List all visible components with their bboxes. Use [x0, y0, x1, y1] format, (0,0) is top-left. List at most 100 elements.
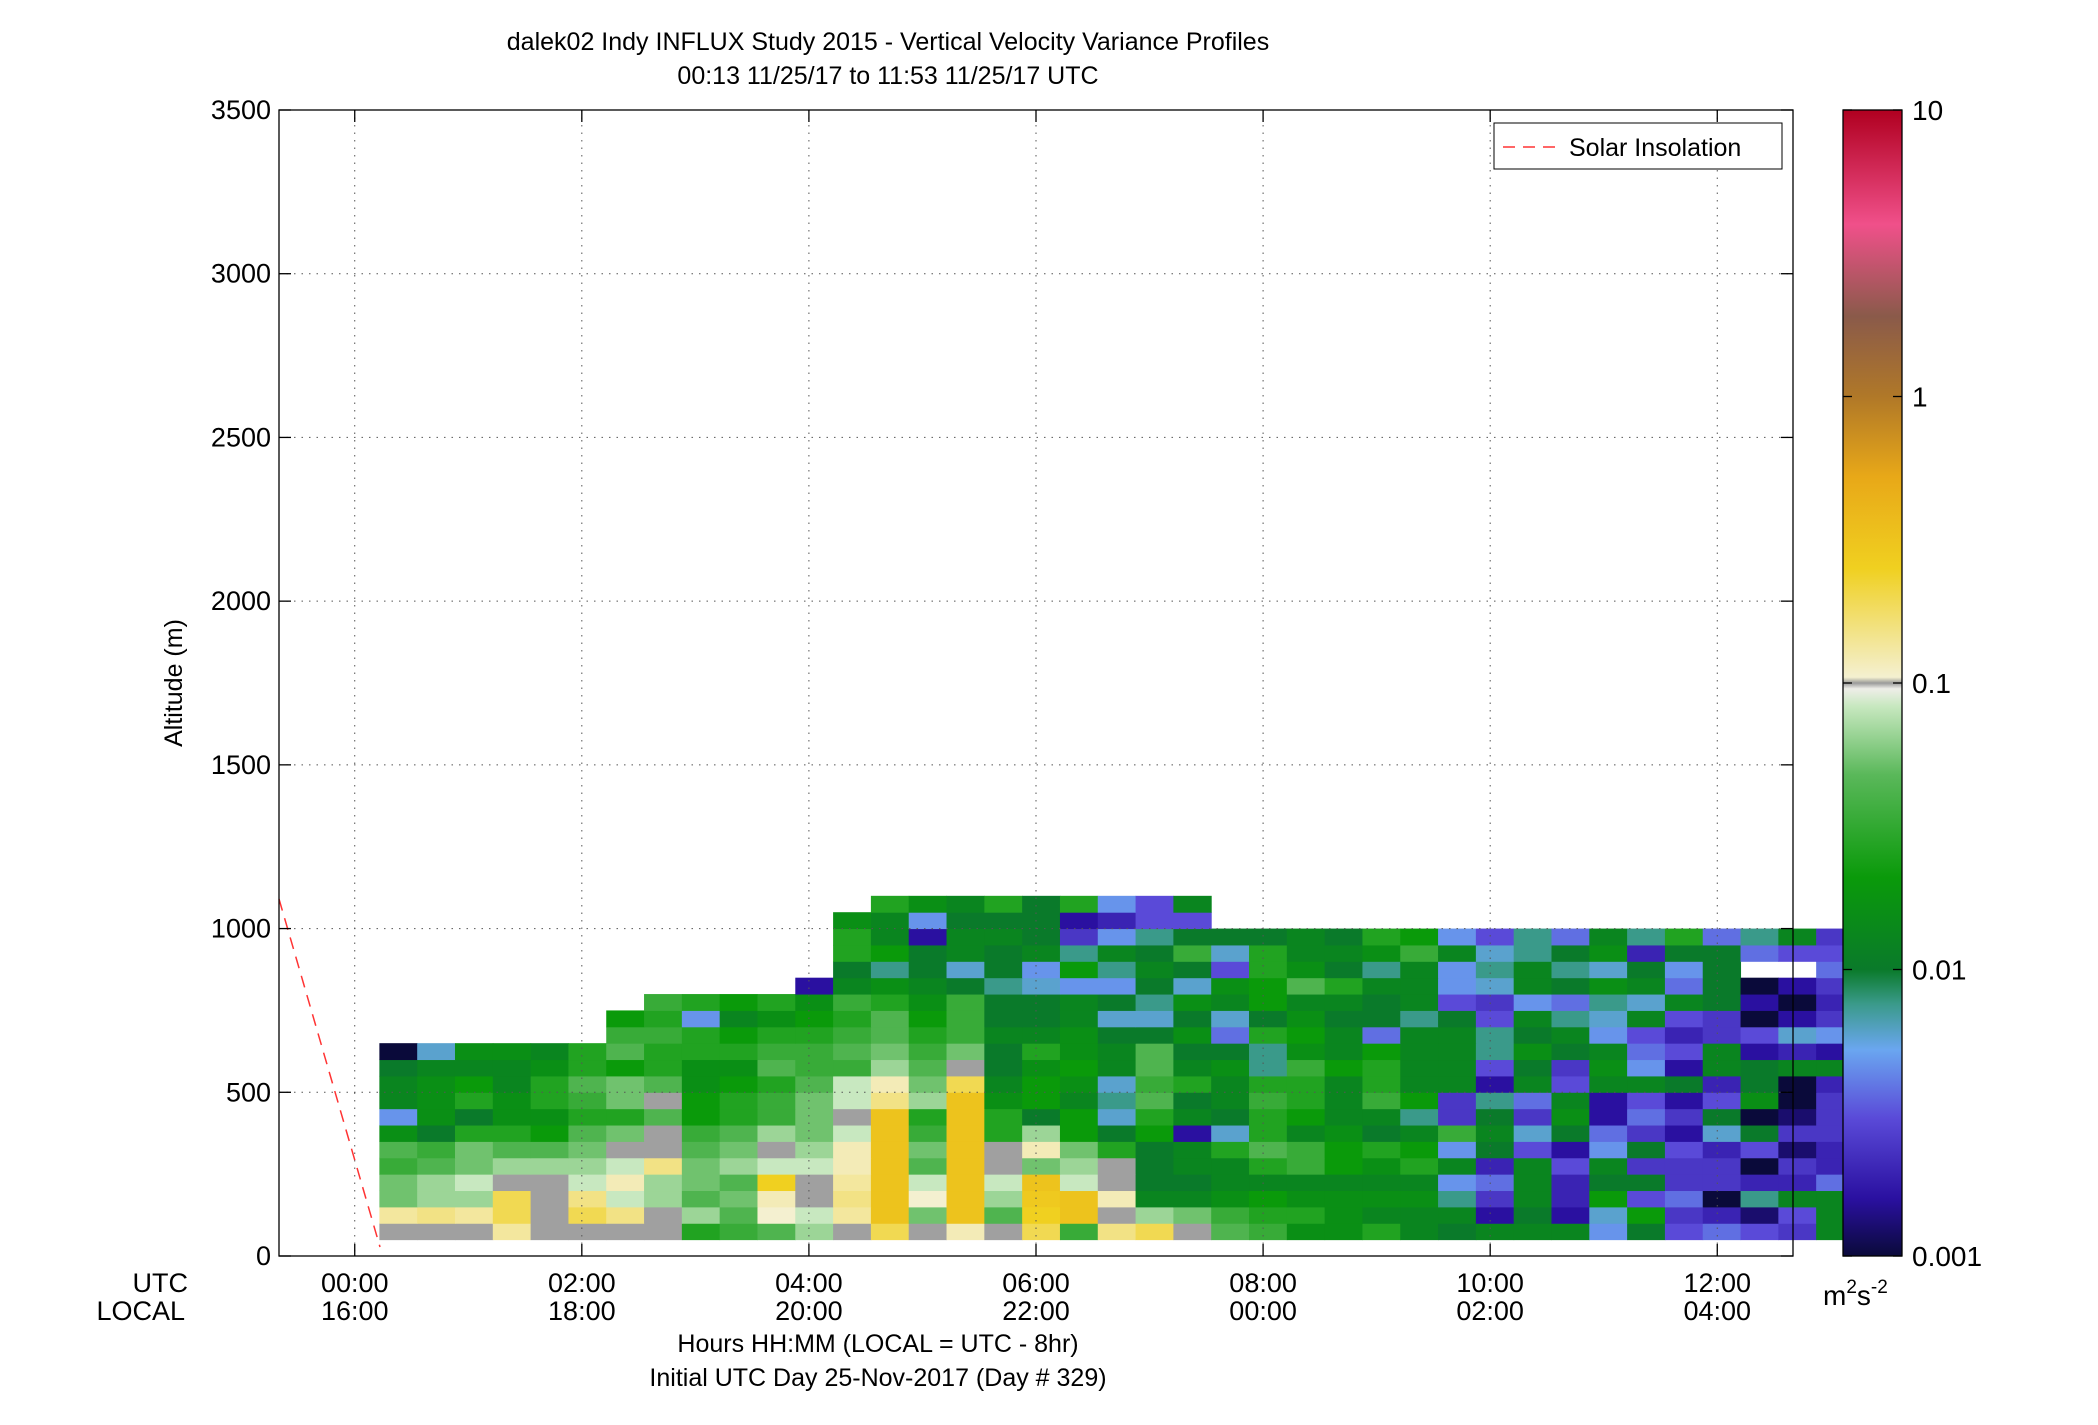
y-tick-label: 2000 — [211, 586, 271, 616]
heatmap-cell — [1740, 1141, 1779, 1159]
heatmap-cell — [1249, 1059, 1288, 1077]
heatmap-cell — [1211, 994, 1250, 1011]
heatmap-cell — [530, 1075, 569, 1093]
heatmap-cell — [417, 1092, 456, 1110]
x-tick-label-utc: 08:00 — [1229, 1268, 1297, 1298]
heatmap-cell — [833, 977, 872, 995]
heatmap-cell — [1475, 1206, 1515, 1224]
heatmap-cell — [454, 1206, 494, 1224]
heatmap-cell — [1475, 944, 1515, 962]
heatmap-cell — [1702, 1206, 1742, 1224]
heatmap-cell — [1475, 1223, 1515, 1241]
x-tick-label-utc: 04:00 — [775, 1268, 843, 1298]
heatmap-cell — [1249, 928, 1288, 946]
heatmap-cell — [1097, 1059, 1137, 1077]
heatmap-cell — [606, 1075, 645, 1093]
heatmap-cell — [795, 994, 834, 1011]
heatmap-cell — [1702, 1026, 1742, 1044]
heatmap-cell — [1475, 961, 1515, 979]
heatmap-cell — [946, 1157, 985, 1175]
heatmap-cell — [1400, 1043, 1439, 1061]
heatmap-cell — [1740, 1174, 1779, 1192]
colorbar-tick-label: 0.01 — [1912, 955, 1967, 986]
heatmap-cell — [719, 1125, 758, 1142]
heatmap-cell — [1778, 1043, 1817, 1061]
heatmap-cell — [1059, 1157, 1099, 1175]
heatmap-cell — [946, 912, 985, 930]
heatmap-cell — [1022, 912, 1061, 930]
heatmap-cell — [984, 912, 1023, 930]
heatmap-cell — [1211, 1026, 1250, 1044]
heatmap-cell — [1740, 944, 1779, 962]
heatmap-cell — [1778, 1092, 1817, 1110]
heatmap-cell — [1778, 1108, 1817, 1126]
heatmap-cell — [1513, 1223, 1552, 1241]
heatmap-cell — [1627, 1141, 1666, 1159]
heatmap-cell — [1627, 1190, 1666, 1208]
heatmap-cell — [1249, 977, 1288, 995]
heatmap-cell — [1513, 1043, 1552, 1061]
heatmap-cell — [681, 1223, 721, 1241]
solar-insolation-line — [278, 898, 381, 1248]
heatmap-cell — [1249, 944, 1288, 962]
colorbar-unit-exp2: -2 — [1871, 1277, 1888, 1298]
heatmap-cell — [1589, 1075, 1628, 1093]
heatmap-cell — [1400, 1010, 1439, 1028]
heatmap-cell — [1022, 895, 1061, 913]
heatmap-cell — [417, 1125, 456, 1142]
heatmap-cell — [1475, 1190, 1515, 1208]
heatmap-cell — [795, 1059, 834, 1077]
y-tick-label: 0 — [256, 1241, 271, 1271]
heatmap-cell — [946, 1141, 985, 1159]
heatmap-cell — [568, 1141, 607, 1159]
heatmap-cell — [757, 1223, 796, 1241]
colorbar-tick-label: 1 — [1912, 382, 1928, 413]
heatmap-cell — [908, 1010, 948, 1028]
heatmap-cell — [1589, 1010, 1628, 1028]
heatmap-cell — [1249, 1206, 1288, 1224]
heatmap-cell — [1135, 944, 1174, 962]
heatmap-cell — [833, 1206, 872, 1224]
heatmap-cell — [1551, 1141, 1590, 1159]
heatmap-cell — [1324, 1092, 1363, 1110]
heatmap-cell — [870, 1108, 910, 1126]
heatmap-cell — [568, 1125, 607, 1142]
heatmap-cell — [757, 994, 796, 1011]
heatmap-cell — [1664, 928, 1704, 946]
heatmap-cell — [1286, 1223, 1326, 1241]
heatmap-cell — [1589, 1125, 1628, 1142]
heatmap-cell — [1438, 1026, 1477, 1044]
heatmap-cell — [644, 1174, 683, 1192]
heatmap-cell — [1173, 1059, 1212, 1077]
heatmap-cell — [1589, 1190, 1628, 1208]
heatmap-cell — [1778, 977, 1817, 995]
heatmap-cell — [757, 1043, 796, 1061]
heatmap-cell — [1475, 1125, 1515, 1142]
heatmap-cell — [870, 1223, 910, 1241]
heatmap-cell — [1702, 1043, 1742, 1061]
heatmap-cell — [1400, 1174, 1439, 1192]
x-tick-label-local: 22:00 — [1002, 1296, 1070, 1326]
heatmap-cell — [454, 1108, 494, 1126]
heatmap-cell — [1022, 977, 1061, 995]
heatmap-cell — [984, 928, 1023, 946]
y-tick-label: 500 — [226, 1077, 271, 1107]
heatmap-cell — [417, 1157, 456, 1175]
x-tick-label-local: 18:00 — [548, 1296, 616, 1326]
heatmap-cell — [946, 977, 985, 995]
heatmap-cell — [1286, 1026, 1326, 1044]
heatmap-cell — [1702, 928, 1742, 946]
heatmap-cell — [1022, 1075, 1061, 1093]
heatmap-cell — [1513, 1092, 1552, 1110]
heatmap-cell — [1627, 1206, 1666, 1224]
heatmap-cell — [1702, 1157, 1742, 1175]
heatmap-cell — [946, 1026, 985, 1044]
heatmap-cell — [870, 1059, 910, 1077]
heatmap-cell — [908, 1108, 948, 1126]
heatmap-cell — [946, 1092, 985, 1110]
y-tick-label: 3000 — [211, 259, 271, 289]
x-tick-label-local: 02:00 — [1456, 1296, 1524, 1326]
heatmap-cell — [417, 1043, 456, 1061]
heatmap-cell — [1513, 1108, 1552, 1126]
heatmap-cell — [1362, 1059, 1401, 1077]
